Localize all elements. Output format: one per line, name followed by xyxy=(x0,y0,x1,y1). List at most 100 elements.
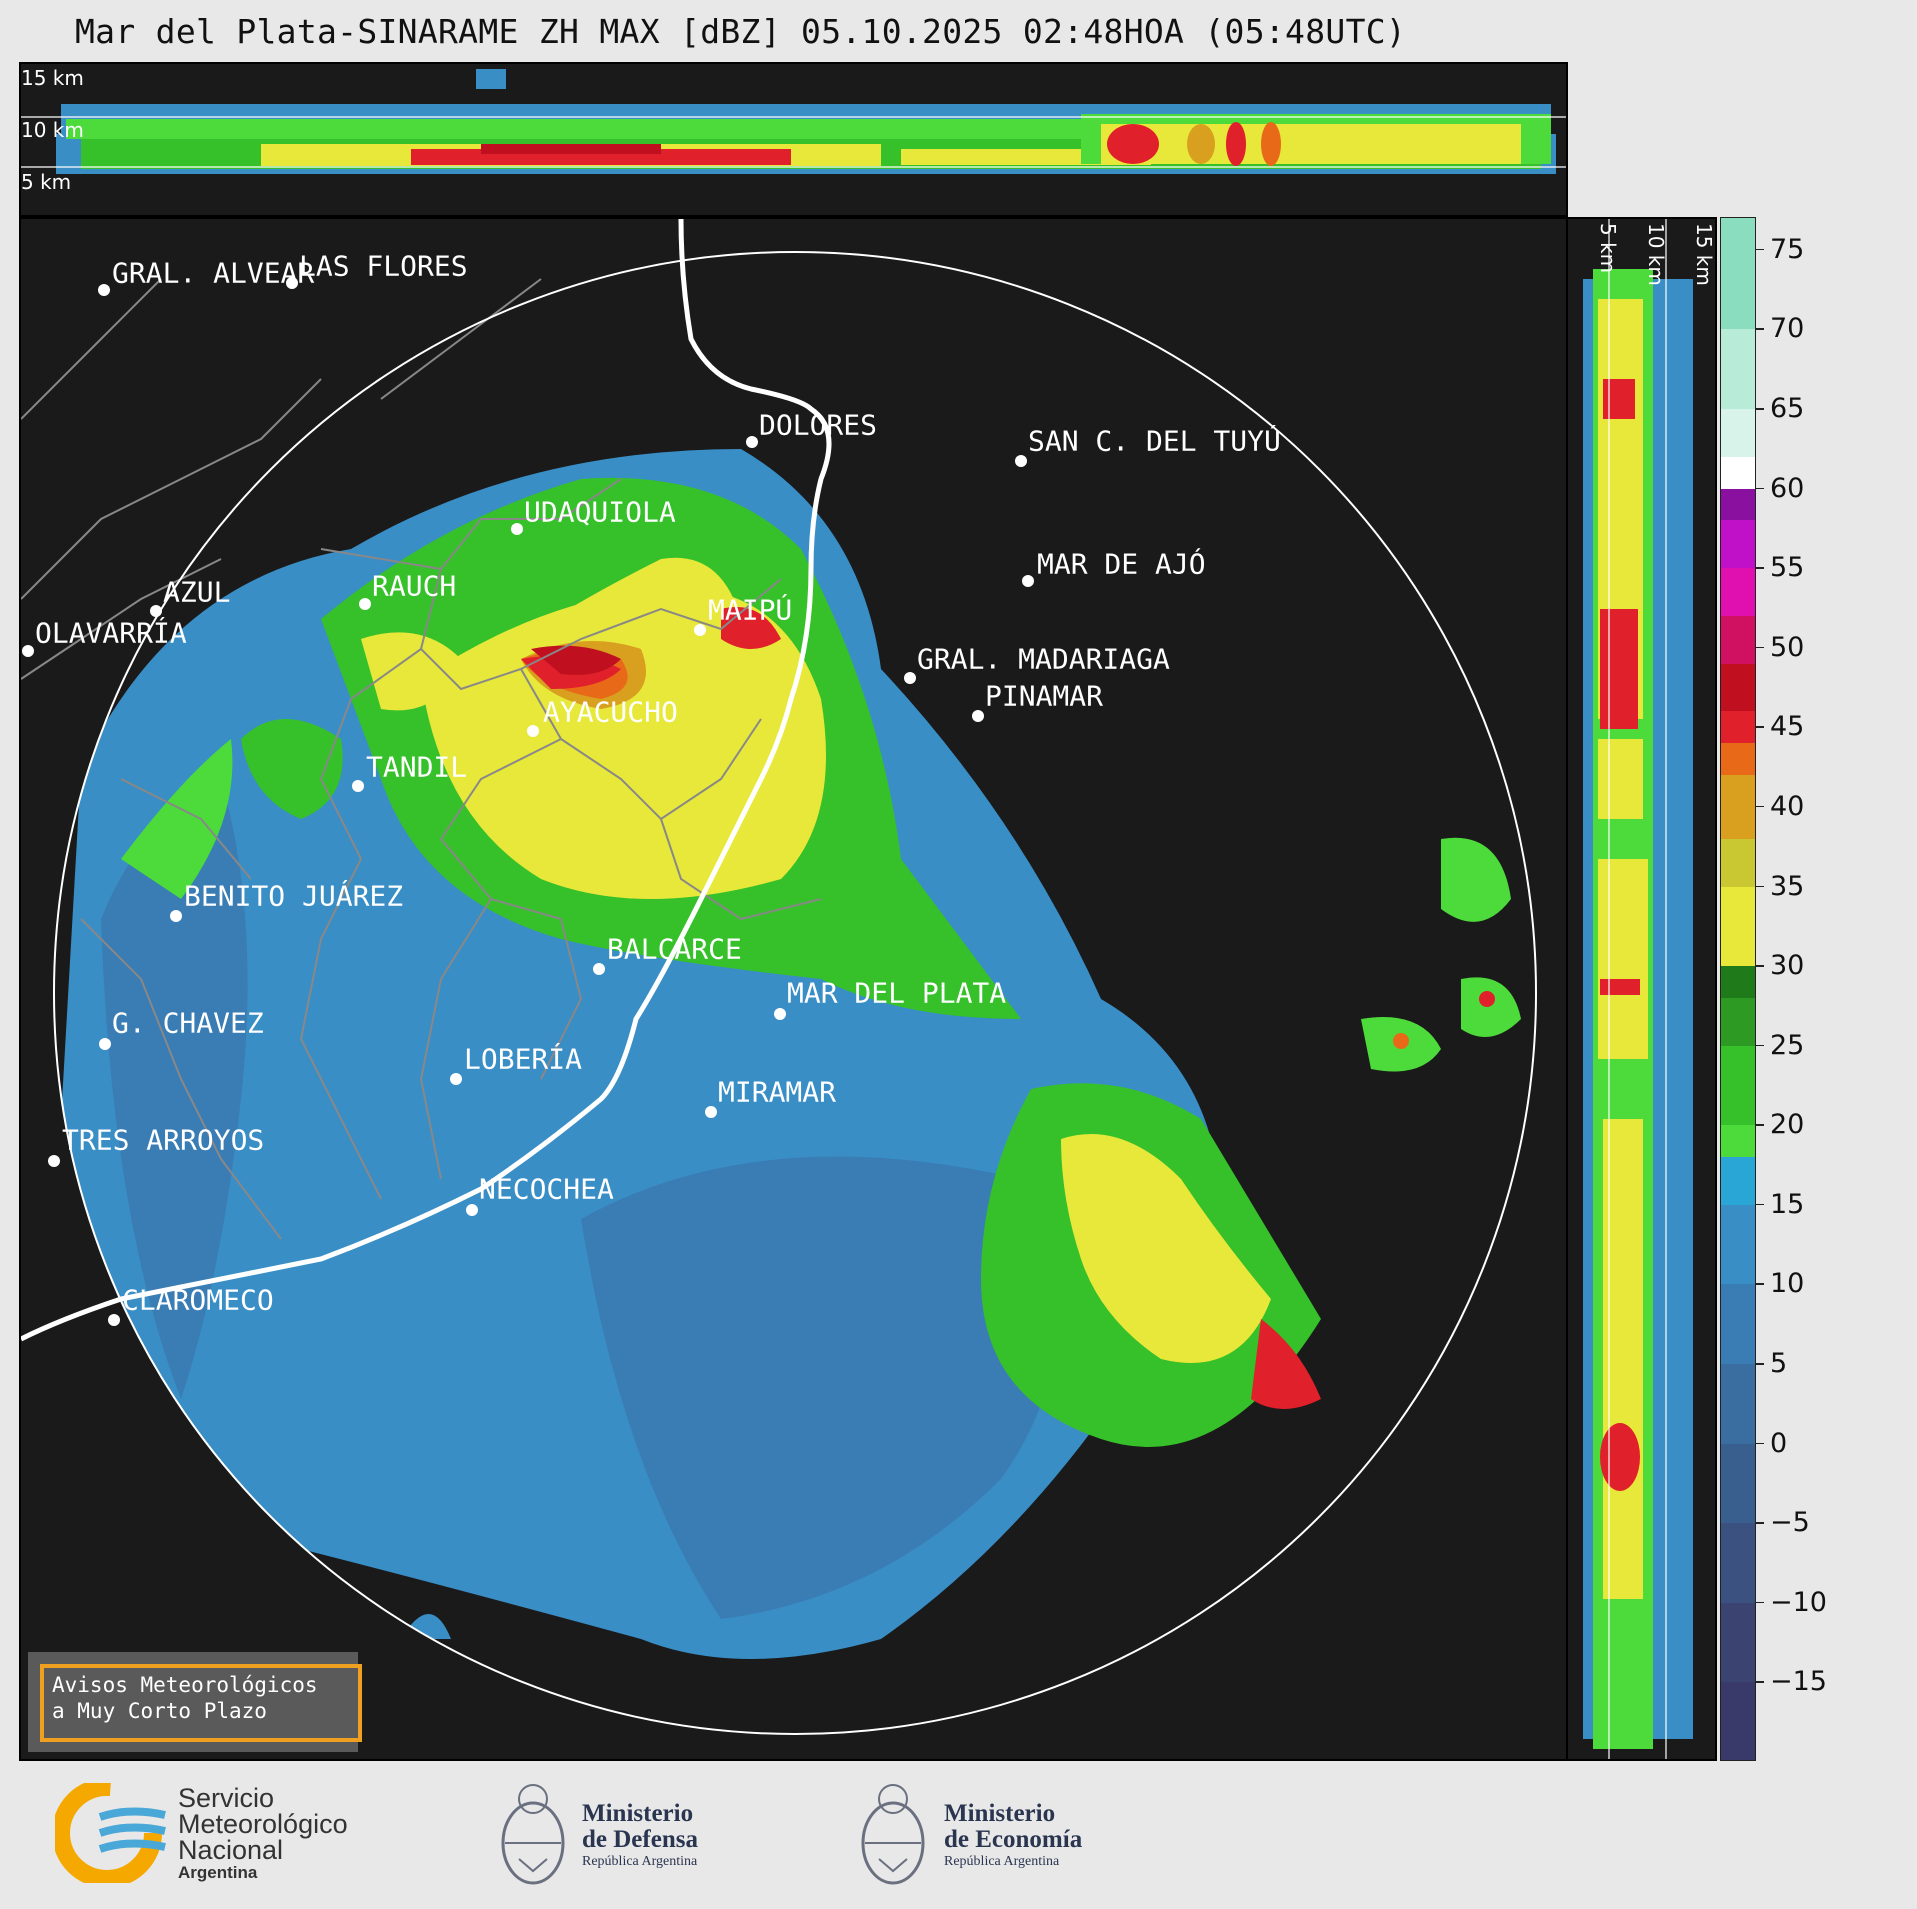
colorbar-band xyxy=(1721,409,1755,457)
city-label-san-c-del-tuyu: SAN C. DEL TUYÚ xyxy=(1028,424,1281,458)
city-dot xyxy=(511,523,523,535)
colorbar-tick-mark xyxy=(1756,328,1764,330)
city-label-maipu: MAIPÚ xyxy=(708,593,793,627)
colorbar-band xyxy=(1721,1443,1755,1524)
economia-coat-of-arms-icon xyxy=(861,1784,925,1885)
city-dot xyxy=(99,1038,111,1050)
smn-line-2: Meteorológico xyxy=(178,1809,348,1839)
colorbar-tick-mark xyxy=(1756,1681,1764,1683)
city-dot xyxy=(593,963,605,975)
city-dot xyxy=(972,710,984,722)
colorbar-tick-mark xyxy=(1756,885,1764,888)
city-label-ayacucho: AYACUCHO xyxy=(543,695,678,729)
city-label-necochea: NECOCHEA xyxy=(479,1172,614,1206)
colorbar-tick-mark xyxy=(1756,1203,1764,1206)
colorbar-tick-label: 70 xyxy=(1770,313,1805,345)
colorbar-band xyxy=(1721,488,1755,521)
colorbar-tick-mark xyxy=(1756,1601,1764,1604)
defensa-coat-of-arms-icon xyxy=(501,1784,565,1885)
side-cross-section-panel: 5 km 10 km 15 km xyxy=(1568,217,1717,1761)
colorbar-tick-label: 40 xyxy=(1770,790,1805,822)
altitude-label-15km: 15 km xyxy=(21,66,84,90)
city-label-miramar: MIRAMAR xyxy=(718,1075,837,1109)
colorbar-tick-label: 15 xyxy=(1770,1188,1805,1220)
city-label-dolores: DOLORES xyxy=(759,408,878,442)
defensa-line-3: República Argentina xyxy=(582,1854,698,1869)
colorbar-band xyxy=(1721,329,1755,409)
city-label-pinamar: PINAMAR xyxy=(985,679,1104,713)
colorbar-band xyxy=(1721,520,1755,569)
colorbar-tick-label: 0 xyxy=(1770,1427,1788,1459)
city-dot xyxy=(98,284,110,296)
defensa-line-1: Ministerio xyxy=(582,1800,694,1827)
city-dot xyxy=(466,1204,478,1216)
colorbar-tick-mark xyxy=(1756,248,1764,251)
colorbar-tick-label: 60 xyxy=(1770,472,1805,504)
city-label-gral-alvear: GRAL. ALVEAR xyxy=(112,256,315,290)
city-dot xyxy=(150,605,162,617)
colorbar-tick-mark xyxy=(1756,646,1764,649)
colorbar-band xyxy=(1721,568,1755,616)
top-cross-section-panel: 15 km 10 km 5 km xyxy=(19,62,1568,217)
city-dot xyxy=(170,910,182,922)
city-label-mar-del-plata: MAR DEL PLATA xyxy=(787,976,1007,1010)
city-label-udaquiola: UDAQUIOLA xyxy=(524,495,676,529)
colorbar-band xyxy=(1721,711,1755,744)
city-label-olavarria: OLAVARRÍA xyxy=(35,616,187,650)
colorbar-band xyxy=(1721,1602,1755,1683)
colorbar-band xyxy=(1721,615,1755,664)
colorbar-tick-mark xyxy=(1756,1283,1764,1285)
side-altitude-label-10km: 10 km xyxy=(1644,223,1668,286)
notice-box: Avisos Meteorológicos a Muy Corto Plazo xyxy=(28,1652,362,1752)
colorbar-band xyxy=(1721,1364,1755,1444)
colorbar-tick-label: 20 xyxy=(1770,1109,1805,1141)
altitude-label-5km: 5 km xyxy=(21,170,72,194)
colorbar-tick-label: 50 xyxy=(1770,631,1805,663)
smn-line-1: Servicio xyxy=(178,1783,275,1813)
notice-box-border: Avisos Meteorológicos a Muy Corto Plazo xyxy=(40,1664,362,1742)
city-label-tandil: TANDIL xyxy=(366,750,468,784)
city-dot xyxy=(705,1106,717,1118)
city-dot xyxy=(694,624,706,636)
colorbar-band xyxy=(1721,218,1755,330)
colorbar-tick-label: 35 xyxy=(1770,870,1805,902)
side-cross-section-plot xyxy=(1583,219,1693,1759)
city-label-benito-juarez: BENITO JUÁREZ xyxy=(184,879,404,913)
colorbar-band xyxy=(1721,1284,1755,1365)
colorbar-band xyxy=(1721,743,1755,776)
smn-line-3: Nacional xyxy=(178,1835,284,1865)
colorbar-tick-label: −15 xyxy=(1770,1666,1827,1698)
colorbar-tick-mark xyxy=(1756,408,1764,410)
top-cross-section-plot xyxy=(21,69,1566,174)
reflectivity-field xyxy=(61,449,1521,1659)
colorbar-tick-label: 45 xyxy=(1770,711,1805,743)
colorbar-tick-label: 5 xyxy=(1770,1348,1788,1380)
colorbar-tick-mark xyxy=(1756,1044,1764,1047)
colorbar-tick-label: 30 xyxy=(1770,950,1805,982)
smn-line-4: Argentina xyxy=(178,1863,258,1882)
altitude-label-10km: 10 km xyxy=(21,118,84,142)
city-dot xyxy=(1022,575,1034,587)
notice-line-2: a Muy Corto Plazo xyxy=(52,1699,267,1723)
city-dot xyxy=(527,725,539,737)
city-dot xyxy=(746,436,758,448)
city-label-g-chavez: G. CHAVEZ xyxy=(112,1006,264,1040)
colorbar-tick-label: 25 xyxy=(1770,1029,1805,1061)
notice-line-1: Avisos Meteorológicos xyxy=(52,1673,318,1697)
city-label-tres-arroyos: TRES ARROYOS xyxy=(62,1123,265,1157)
city-dot xyxy=(1015,455,1027,467)
colorbar-tick-mark xyxy=(1756,567,1764,569)
city-label-loberia: LOBERÍA xyxy=(464,1042,583,1076)
colorbar-band xyxy=(1721,775,1755,839)
colorbar-band xyxy=(1721,838,1755,887)
colorbar-tick-mark xyxy=(1756,1124,1764,1126)
city-dot xyxy=(450,1073,462,1085)
colorbar-band xyxy=(1721,1204,1755,1285)
colorbar-tick-mark xyxy=(1756,965,1764,967)
economia-logo-text: Ministerio de Economía República Argenti… xyxy=(944,1801,1082,1871)
smn-logo-icon xyxy=(55,1783,166,1883)
radar-range-ring xyxy=(53,251,1537,1735)
colorbar-band xyxy=(1721,456,1755,489)
colorbar-tick-mark xyxy=(1756,726,1764,728)
colorbar-tick-label: 65 xyxy=(1770,393,1805,424)
